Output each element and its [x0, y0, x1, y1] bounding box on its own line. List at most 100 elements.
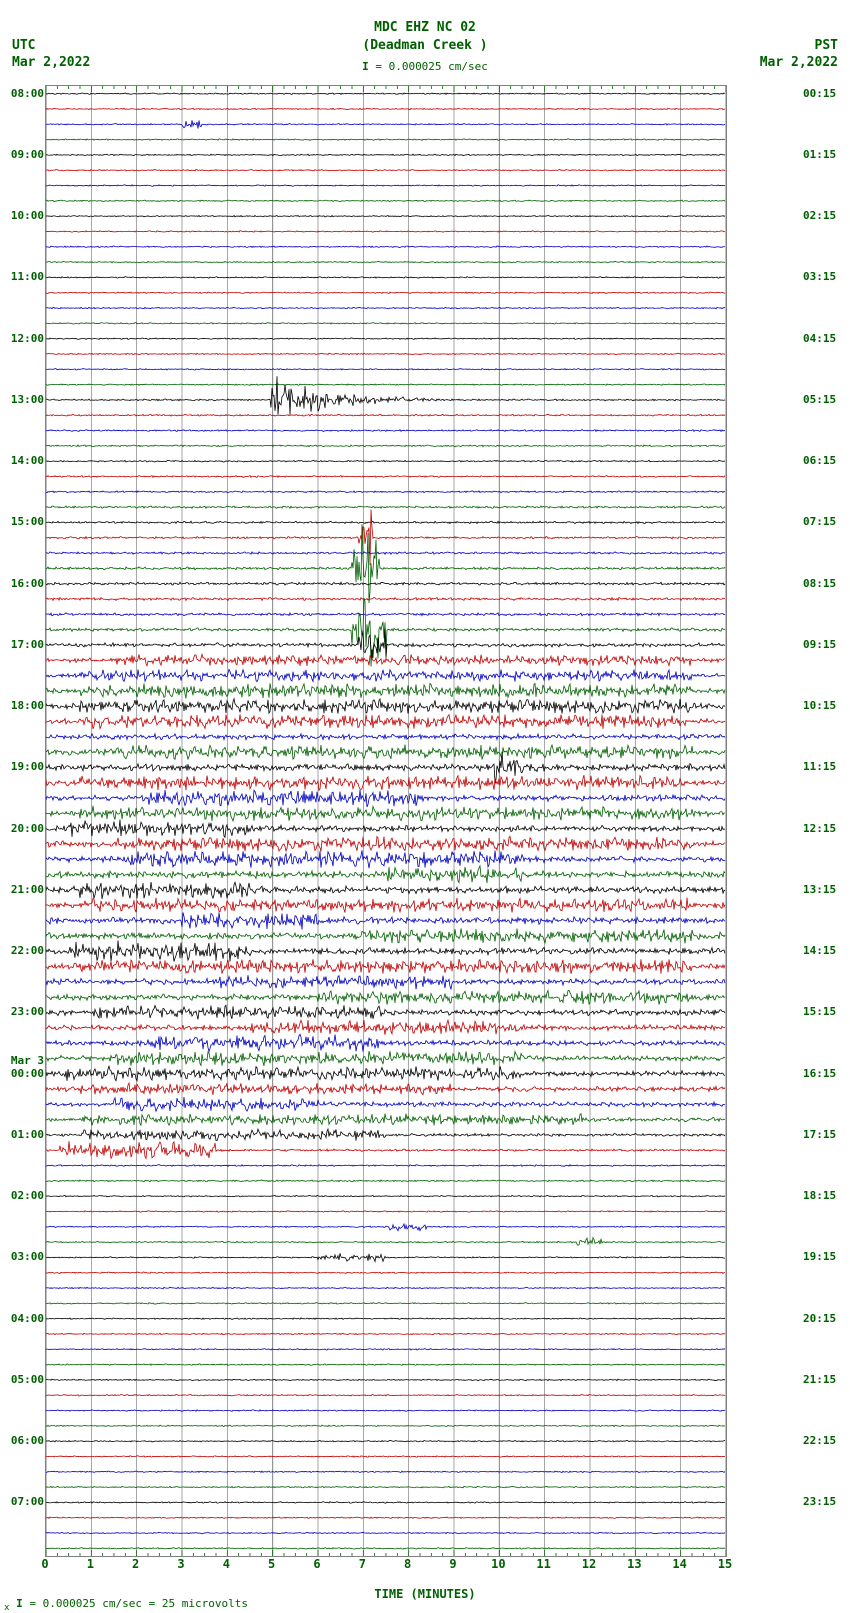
left-hour-label: 21:00 — [2, 883, 44, 896]
trace-row — [46, 1349, 725, 1350]
trace-row — [46, 414, 725, 416]
trace-row — [46, 1486, 725, 1488]
left-hour-label: 07:00 — [2, 1495, 44, 1508]
x-tick-label: 7 — [359, 1557, 366, 1571]
x-tick-label: 11 — [536, 1557, 550, 1571]
trace-row — [46, 154, 725, 155]
trace-row — [46, 384, 725, 386]
x-tick-label: 5 — [268, 1557, 275, 1571]
trace-row — [46, 714, 725, 728]
left-hour-label: 12:00 — [2, 332, 44, 345]
trace-row — [46, 338, 725, 340]
trace-row — [46, 120, 725, 128]
left-hour-label: 08:00 — [2, 87, 44, 100]
trace-row — [46, 806, 725, 821]
trace-row — [46, 491, 725, 493]
left-hour-label: 09:00 — [2, 148, 44, 161]
left-hour-label: 01:00 — [2, 1128, 44, 1141]
trace-row — [46, 1195, 725, 1197]
trace-row — [46, 353, 725, 355]
left-hour-label: 23:00 — [2, 1005, 44, 1018]
trace-row — [46, 1364, 725, 1365]
trace-row — [46, 1114, 725, 1126]
trace-row — [46, 1471, 725, 1472]
trace-row — [46, 231, 725, 232]
scale-text: = 0.000025 cm/sec — [375, 60, 488, 73]
trace-row — [46, 597, 725, 600]
trace-row — [46, 928, 725, 943]
right-hour-label: 20:15 — [803, 1312, 848, 1325]
trace-row — [46, 108, 725, 110]
trace-row — [46, 510, 725, 566]
trace-row — [46, 582, 725, 585]
secondary-date-label: Mar 3 — [2, 1054, 44, 1067]
trace-row — [46, 699, 725, 714]
x-tick-label: 15 — [718, 1557, 732, 1571]
footer-bar-icon: I — [16, 1597, 23, 1610]
seismogram-container: MDC EHZ NC 02 (Deadman Creek ) I = 0.000… — [0, 0, 850, 1613]
x-tick-label: 3 — [177, 1557, 184, 1571]
left-hour-label: 05:00 — [2, 1373, 44, 1386]
trace-row — [46, 959, 725, 974]
trace-row — [46, 866, 725, 883]
trace-row — [46, 445, 725, 447]
trace-row — [46, 752, 725, 783]
trace-row — [46, 1141, 725, 1158]
trace-row — [46, 1211, 725, 1213]
trace-row — [46, 185, 725, 187]
trace-row — [46, 93, 725, 94]
trace-row — [46, 1425, 725, 1426]
trace-row — [46, 524, 725, 603]
trace-row — [46, 552, 725, 554]
x-tick-label: 6 — [313, 1557, 320, 1571]
x-tick-label: 12 — [582, 1557, 596, 1571]
trace-row — [46, 476, 725, 478]
trace-row — [46, 1020, 725, 1035]
right-hour-label: 23:15 — [803, 1495, 848, 1508]
left-hour-label: 20:00 — [2, 822, 44, 835]
trace-row — [46, 1502, 725, 1503]
trace-row — [46, 683, 725, 698]
footer-scale: x I = 0.000025 cm/sec = 25 microvolts — [4, 1597, 248, 1613]
x-tick-label: 14 — [672, 1557, 686, 1571]
left-hour-label: 03:00 — [2, 1250, 44, 1263]
right-hour-label: 08:15 — [803, 577, 848, 590]
left-hour-label: 02:00 — [2, 1189, 44, 1202]
trace-row — [46, 1517, 725, 1518]
trace-row — [46, 1303, 725, 1304]
trace-row — [46, 169, 725, 171]
station-title: MDC EHZ NC 02 — [0, 20, 850, 35]
trace-row — [46, 836, 725, 851]
trace-row — [46, 1129, 725, 1141]
x-tick-label: 2 — [132, 1557, 139, 1571]
right-hour-label: 01:15 — [803, 148, 848, 161]
right-hour-label: 16:15 — [803, 1067, 848, 1080]
footer-text: = 0.000025 cm/sec = 25 microvolts — [29, 1597, 248, 1610]
left-hour-label: 17:00 — [2, 638, 44, 651]
right-hour-label: 03:15 — [803, 270, 848, 283]
trace-row — [46, 430, 725, 432]
left-hour-label: 16:00 — [2, 577, 44, 590]
x-tick-label: 1 — [87, 1557, 94, 1571]
trace-row — [46, 506, 725, 508]
trace-row — [46, 1180, 725, 1182]
trace-row — [46, 1440, 725, 1441]
left-hour-label: 22:00 — [2, 944, 44, 957]
trace-row — [46, 1253, 725, 1261]
right-hour-label: 02:15 — [803, 209, 848, 222]
trace-row — [46, 790, 725, 807]
left-date: Mar 2,2022 — [12, 55, 90, 70]
trace-row — [46, 850, 725, 868]
trace-row — [46, 1548, 725, 1550]
trace-row — [46, 261, 725, 262]
x-tick-label: 0 — [41, 1557, 48, 1571]
right-hour-label: 14:15 — [803, 944, 848, 957]
left-hour-labels: 08:0009:0010:0011:0012:0013:0014:0015:00… — [2, 85, 44, 1555]
scale-indicator: I = 0.000025 cm/sec — [0, 60, 850, 73]
trace-row — [46, 775, 725, 790]
trace-row — [46, 200, 725, 201]
left-hour-label: 04:00 — [2, 1312, 44, 1325]
right-hour-label: 12:15 — [803, 822, 848, 835]
x-tick-label: 10 — [491, 1557, 505, 1571]
seismogram-svg — [46, 86, 726, 1556]
